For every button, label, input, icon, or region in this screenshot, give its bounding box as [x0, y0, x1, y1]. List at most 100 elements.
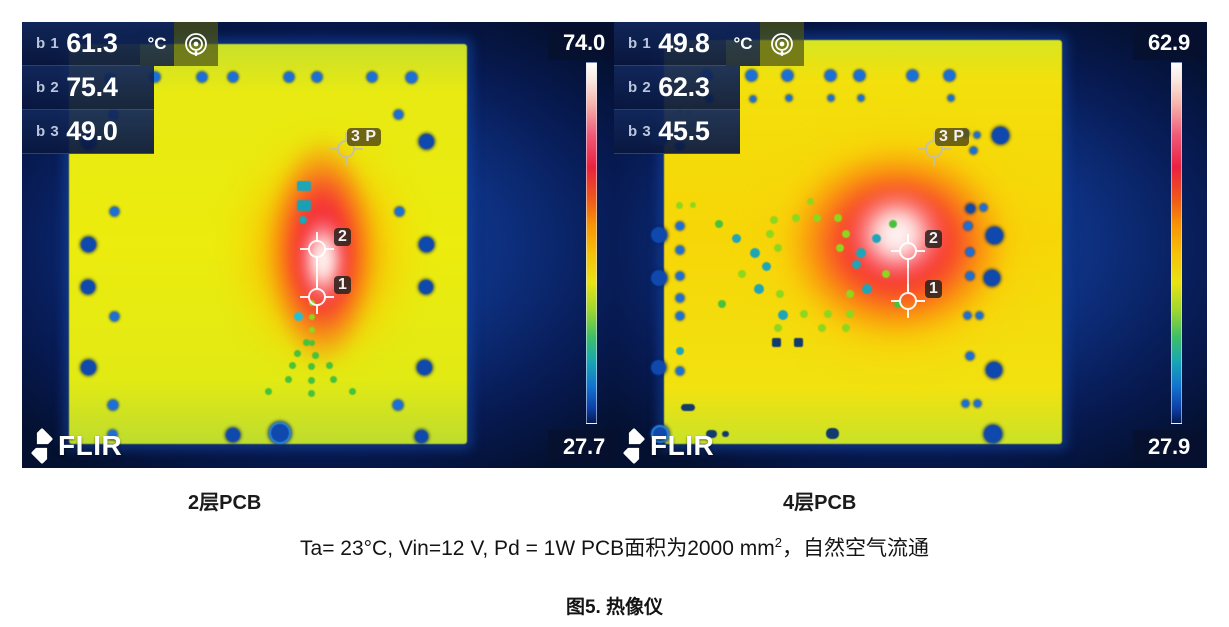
readout-b2[interactable]: b 2 62.3 [614, 66, 740, 110]
flir-logo-right: FLIR [622, 430, 714, 462]
via-dot [792, 214, 800, 222]
readout-b2-label: b 2 [628, 79, 652, 96]
via-dot [974, 400, 981, 407]
cursor-tick-top [345, 132, 347, 141]
panel-caption-2layer: 2层PCB [188, 492, 262, 514]
via-dot [828, 95, 834, 101]
cursor-ring [308, 240, 326, 258]
via-dot [294, 350, 301, 357]
cursor-label-3p: 3 P [347, 128, 381, 146]
via-dot [862, 284, 872, 294]
component-pad [297, 200, 311, 211]
via-dot [825, 70, 836, 81]
via-dot [962, 400, 969, 407]
via-dot [986, 227, 1003, 244]
thermal-panel-left[interactable]: 3 P 2 1 b 1 61.3 b 2 [22, 22, 614, 468]
via-dot [676, 294, 684, 302]
cursor-tick-left [891, 300, 900, 302]
via-dot [818, 324, 826, 332]
cursor-tick-top [933, 132, 935, 141]
via-dot [676, 347, 684, 355]
cursor-tick-left [300, 248, 309, 250]
via-dot [197, 72, 207, 82]
via-dot [651, 360, 666, 375]
via-dot [651, 270, 667, 286]
via-dot [776, 290, 784, 298]
via-dot [367, 72, 377, 82]
thermal-panel-right[interactable]: 3 P 2 1 b 1 49.8 b 2 [614, 22, 1207, 468]
readout-b1[interactable]: b 1 61.3 [22, 22, 140, 66]
unit-celsius-label: °C [140, 22, 174, 66]
via-dot [834, 214, 842, 222]
via-dot [770, 216, 778, 224]
via-dot [308, 377, 315, 384]
via-dot [774, 244, 782, 252]
via-dot [856, 248, 866, 258]
via-dot [108, 400, 118, 410]
spotmeter-icon[interactable] [760, 22, 804, 66]
readout-b2[interactable]: b 2 75.4 [22, 66, 154, 110]
cursor-ring [308, 288, 326, 306]
conditions-text: Ta= 23°C, Vin=12 V, Pd = 1W PCB面积为2000 m… [300, 537, 775, 560]
via-dot [676, 246, 684, 254]
readout-b1[interactable]: b 1 49.8 [614, 22, 726, 66]
via-dot [964, 222, 972, 230]
scale-min-right: 27.9 [1133, 430, 1199, 464]
via-dot [308, 363, 315, 370]
readout-b3-label: b 3 [36, 123, 60, 140]
cursor-tick-top [907, 284, 909, 293]
spotmeter-icon[interactable] [174, 22, 218, 66]
via-dot [750, 248, 760, 258]
cursor-ring [899, 242, 917, 260]
via-dot [349, 388, 356, 395]
via-dot [738, 270, 746, 278]
via-dot [330, 376, 337, 383]
flir-wordmark: FLIR [58, 430, 123, 461]
cursor-tick-left [891, 250, 900, 252]
via-dot [966, 248, 974, 256]
via-dot [976, 312, 983, 319]
readout-b3[interactable]: b 3 49.0 [22, 110, 154, 154]
via-dot [676, 202, 683, 209]
component-pad [297, 181, 311, 191]
via-dot [706, 430, 717, 438]
via-dot [774, 324, 782, 332]
cursor-1[interactable] [300, 280, 334, 314]
readout-stack-right: b 1 49.8 b 2 62.3 b 3 45.5 [614, 22, 740, 154]
cursor-3p[interactable] [329, 132, 363, 166]
via-dot [889, 220, 897, 228]
via-dot [690, 202, 696, 208]
readout-b1-label: b 1 [628, 35, 652, 52]
cursor-tick-right [916, 250, 925, 252]
flir-diamond-icon [30, 433, 54, 459]
via-dot [395, 207, 404, 216]
figure-caption: 图5. 热像仪 [565, 597, 664, 618]
via-dot [110, 312, 119, 321]
via-dot [309, 327, 315, 333]
via-dot [966, 272, 974, 280]
readout-b3[interactable]: b 3 45.5 [614, 110, 740, 154]
via-dot [807, 198, 814, 205]
via-dot [813, 214, 821, 222]
cursor-tick-top [316, 280, 318, 289]
via-dot [417, 360, 432, 375]
via-dot [415, 430, 428, 443]
cursor-1[interactable] [891, 284, 925, 318]
via-dot [826, 428, 839, 439]
via-dot [226, 428, 240, 442]
via-dot [676, 367, 684, 375]
via-dot [81, 280, 95, 294]
conditions-superscript: 2 [774, 535, 782, 550]
readout-b1-value: 61.3 [66, 28, 118, 58]
via-dot [419, 237, 434, 252]
via-dot-large [269, 422, 291, 444]
cursor-label-1: 1 [925, 280, 943, 298]
via-dot [393, 400, 403, 410]
via-dot [732, 234, 741, 243]
readout-b2-label: b 2 [36, 79, 60, 96]
via-dot [944, 70, 955, 81]
via-dot [303, 339, 310, 346]
via-dot [992, 127, 1009, 144]
via-dot [651, 227, 667, 243]
cursor-3p[interactable] [917, 132, 951, 166]
